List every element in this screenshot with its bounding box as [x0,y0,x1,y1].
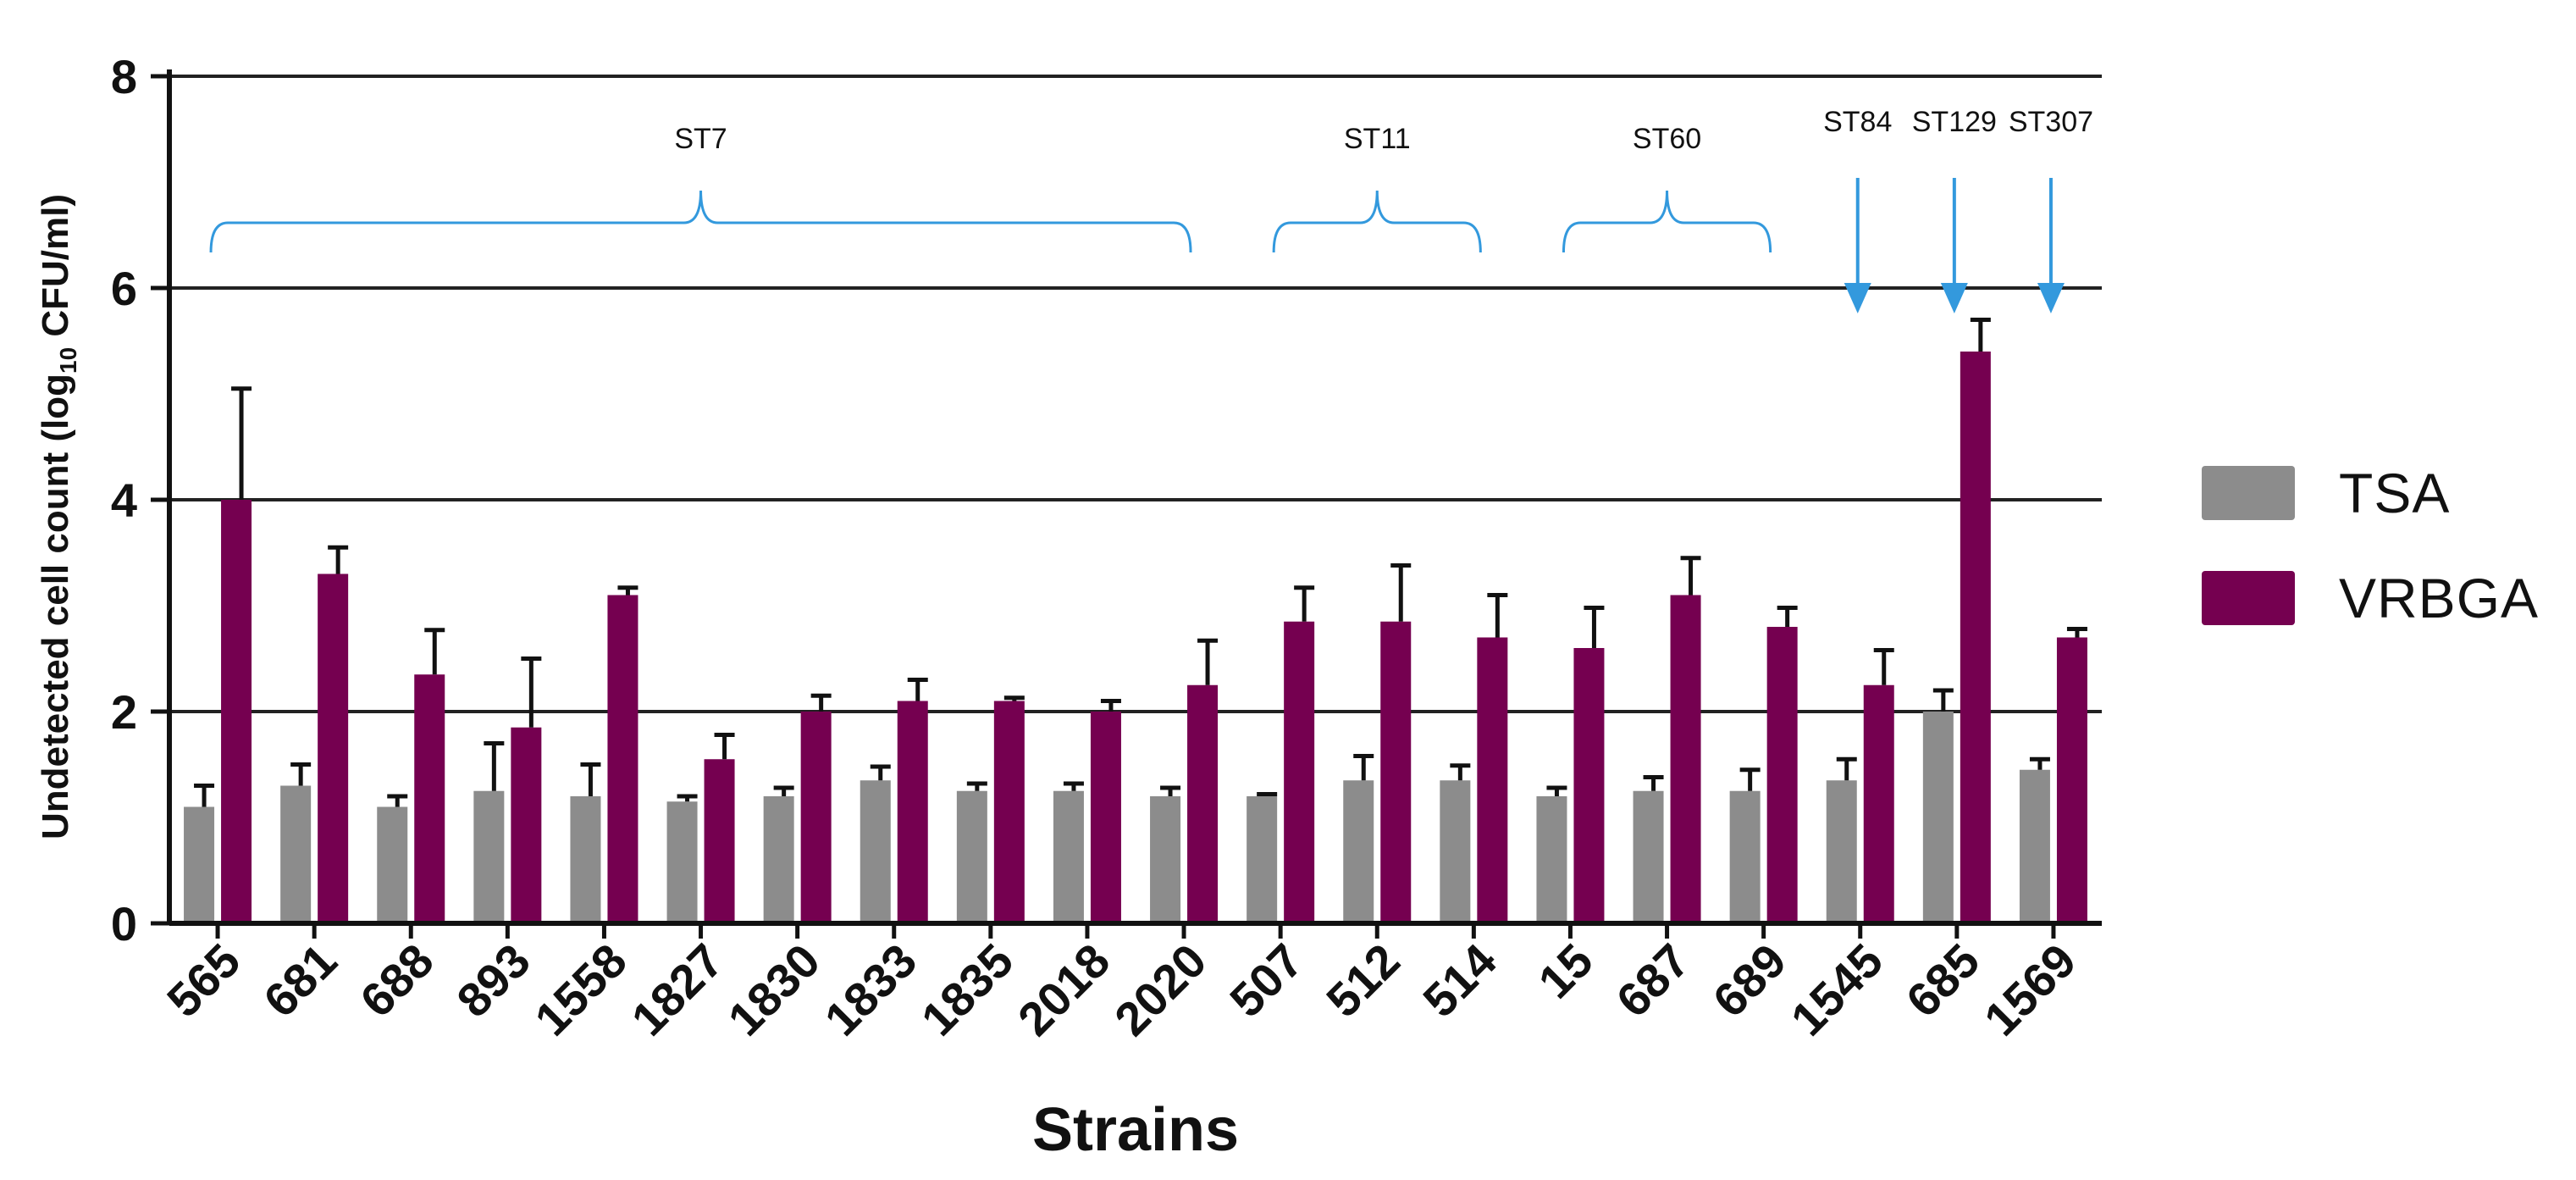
bar-tsa-685 [1922,712,1954,923]
annotation-label-st60: ST60 [1633,123,1701,155]
y-tick-label-2: 2 [111,685,137,739]
bars [184,352,2087,923]
bar-tsa-687 [1633,790,1664,923]
bar-tsa-893 [473,790,505,923]
bar-vrbga-514 [1477,637,1508,923]
x-tick-label-689: 689 [1703,933,1797,1028]
arrow-head-st84 [1844,283,1871,313]
group-annotations: ST7 ST11 ST60 ST84 ST129 ST307 [209,106,2093,313]
x-tick-label-1558: 1558 [524,933,637,1046]
annotation-label-st11: ST11 [1344,123,1411,155]
x-tick-label-1833: 1833 [815,933,927,1046]
legend-item-vrbga: VRBGA [2202,562,2557,634]
y-tick-label-8: 8 [111,50,137,103]
y-axis-label-unit: CFU/ml) [35,194,76,347]
bar-vrbga-2018 [1090,712,1121,923]
x-tick-label-512: 512 [1316,933,1410,1028]
x-tick-label-1827: 1827 [621,933,733,1046]
bar-vrbga-1827 [704,759,735,923]
bar-tsa-1827 [666,801,698,923]
bar-tsa-1835 [956,790,987,923]
legend-swatch-tsa [2202,466,2295,520]
bar-vrbga-685 [1960,352,1991,923]
bar-tsa-689 [1729,790,1761,923]
bar-vrbga-565 [221,500,252,923]
bar-vrbga-1833 [897,701,928,923]
x-tick-label-1830: 1830 [717,933,830,1046]
x-tick-label-2018: 2018 [1008,933,1120,1046]
bar-tsa-512 [1343,780,1374,923]
x-tick-label-15: 15 [1528,933,1603,1009]
bar-vrbga-1830 [800,712,832,923]
bar-tsa-1558 [570,796,601,923]
x-tick-label-1569: 1569 [1974,933,2087,1046]
x-tick-label-565: 565 [157,933,251,1028]
bar-vrbga-2020 [1187,684,1219,923]
y-tick-label-4: 4 [111,474,137,527]
y-tick-label-6: 6 [111,262,137,315]
bar-tsa-507 [1247,796,1278,923]
bar-tsa-1833 [860,780,891,923]
bar-vrbga-689 [1766,627,1798,923]
bar-tsa-2018 [1053,790,1084,923]
gridlines [169,75,2102,713]
bar-vrbga-1545 [1863,684,1894,923]
y-axis-label: Undetected cell count (log10 CFU/ml) [35,194,81,839]
x-tick-label-688: 688 [350,933,444,1028]
bar-vrbga-1569 [2056,637,2087,923]
arrow-head-st129 [1940,283,1968,313]
bar-tsa-2020 [1150,796,1181,923]
bar-tsa-688 [377,806,408,923]
bar-vrbga-507 [1284,621,1315,923]
x-tick-label-1835: 1835 [911,933,1024,1046]
brace-st7 [209,190,1192,253]
legend-swatch-vrbga [2202,571,2295,625]
x-tick-label-681: 681 [253,933,347,1028]
legend-item-tsa: TSA [2202,457,2557,529]
bar-vrbga-1558 [607,595,638,923]
x-tick-label-893: 893 [446,933,540,1028]
bar-tsa-1830 [763,796,794,923]
x-tick-label-685: 685 [1896,933,1990,1028]
bar-vrbga-687 [1670,595,1701,923]
bar-tsa-15 [1536,796,1567,923]
bar-tsa-514 [1440,780,1471,923]
x-tick-label-514: 514 [1412,933,1506,1028]
legend: TSA VRBGA [2202,457,2557,668]
error-bars [194,318,2087,807]
annotation-label-st307: ST307 [2009,106,2093,138]
x-tick-label-2020: 2020 [1104,933,1217,1046]
arrow-head-st307 [2037,283,2065,313]
bar-tsa-1545 [1826,780,1857,923]
bar-vrbga-688 [414,674,445,923]
legend-label-tsa: TSA [2339,462,2451,524]
annotation-label-st129: ST129 [1912,106,1997,138]
brace-st60 [1562,190,1772,253]
annotation-label-st84: ST84 [1823,106,1892,138]
legend-label-vrbga: VRBGA [2339,567,2540,629]
bar-vrbga-681 [318,573,349,923]
bar-tsa-681 [280,785,312,923]
x-tick-label-507: 507 [1219,933,1313,1028]
bar-tsa-565 [184,806,215,923]
x-tick-label-1545: 1545 [1781,933,1893,1046]
bar-tsa-1569 [2019,769,2050,923]
bar-vrbga-1835 [993,701,1025,923]
y-axis-label-subscript: 10 [55,347,81,374]
bar-vrbga-893 [511,727,542,923]
annotation-label-st7: ST7 [674,123,727,155]
y-tick-label-0: 0 [111,897,137,950]
brace-st11 [1272,190,1482,253]
x-tick-label-687: 687 [1606,933,1700,1028]
bar-vrbga-15 [1573,648,1605,923]
bar-vrbga-512 [1380,621,1412,923]
y-axis-label-text: Undetected cell count (log [35,374,76,839]
x-axis-label: Strains [1032,1096,1239,1164]
